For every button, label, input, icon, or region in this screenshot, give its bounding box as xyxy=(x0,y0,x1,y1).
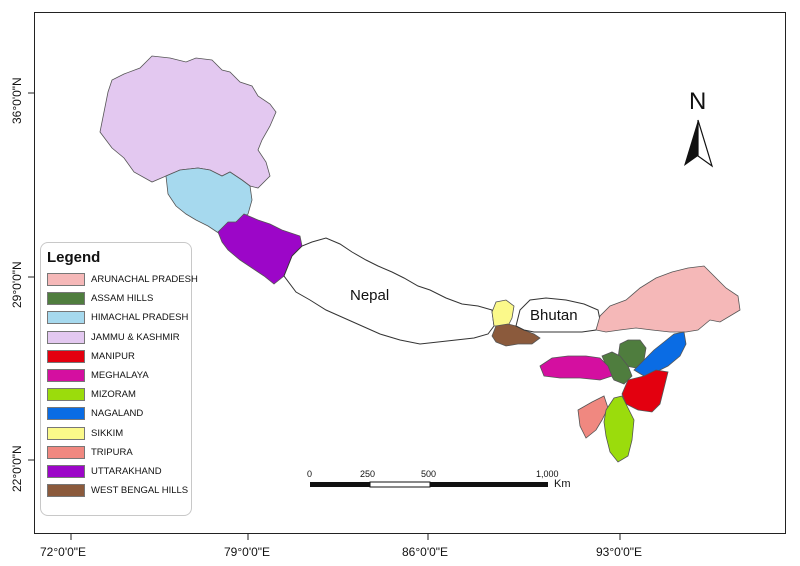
legend-swatch xyxy=(47,311,85,325)
legend-swatch xyxy=(47,330,85,344)
north-arrow-icon xyxy=(684,119,714,168)
legend-item: UTTARAKHAND xyxy=(47,462,191,481)
legend-swatch xyxy=(47,273,85,287)
legend-item: NAGALAND xyxy=(47,404,191,423)
legend-item: ARUNACHAL PRADESH xyxy=(47,270,198,289)
lon-label-93: 93°0'0"E xyxy=(596,545,643,559)
region-sikkim xyxy=(491,299,515,327)
legend-item: TRIPURA xyxy=(47,443,191,462)
region-meghalaya xyxy=(539,355,613,381)
region-himachal-pradesh xyxy=(165,167,253,235)
legend-swatch xyxy=(47,292,85,306)
scale-tick-0: 0 xyxy=(307,469,313,479)
lon-label-72: 72°0'0"E xyxy=(40,545,87,559)
north-label: N xyxy=(689,88,707,115)
legend-item: WEST BENGAL HILLS xyxy=(47,481,191,500)
legend-label: NAGALAND xyxy=(91,408,144,420)
region-arunachal-pradesh xyxy=(595,265,741,333)
country-label-nepal: Nepal xyxy=(350,287,390,304)
scale-tick-250: 250 xyxy=(360,469,376,479)
scale-bar xyxy=(310,481,548,488)
legend-swatch xyxy=(47,407,85,421)
lon-label-79: 79°0'0"E xyxy=(224,545,271,559)
region-west-bengal-hills xyxy=(491,323,541,347)
scale-tick-500: 500 xyxy=(421,469,437,479)
legend-label: MIZORAM xyxy=(91,389,136,401)
legend-item: ASSAM HILLS xyxy=(47,289,191,308)
legend-swatch xyxy=(47,388,85,402)
legend-swatch xyxy=(47,369,85,383)
scale-tick-1000: 1,000 xyxy=(536,469,559,479)
legend-label: MEGHALAYA xyxy=(91,370,149,382)
legend-title: Legend xyxy=(47,249,101,266)
legend-label: SIKKIM xyxy=(91,427,124,439)
lat-label-29: 29°0'0"N xyxy=(10,261,24,308)
country-label-bhutan: Bhutan xyxy=(530,307,578,324)
region-jammu-kashmir xyxy=(99,55,277,189)
legend-label: TRIPURA xyxy=(91,446,133,458)
legend: Legend ARUNACHAL PRADESH ASSAM HILLS HIMAC… xyxy=(40,242,198,516)
legend-item: HIMACHAL PRADESH xyxy=(47,308,191,327)
legend-label: JAMMU & KASHMIR xyxy=(91,331,180,343)
legend-label: MANIPUR xyxy=(91,350,135,362)
legend-swatch xyxy=(47,445,85,459)
legend-item: SIKKIM xyxy=(47,424,191,443)
legend-label: ASSAM HILLS xyxy=(91,293,154,305)
legend-label: ARUNACHAL PRADESH xyxy=(91,274,198,286)
legend-swatch xyxy=(47,464,85,478)
legend-item: MANIPUR xyxy=(47,347,191,366)
legend-swatch xyxy=(47,484,85,498)
legend-list: ARUNACHAL PRADESH ASSAM HILLS HIMACHAL PRA… xyxy=(47,270,198,500)
legend-item: MIZORAM xyxy=(47,385,191,404)
region-mizoram xyxy=(603,395,635,463)
lon-label-86: 86°0'0"E xyxy=(402,545,449,559)
region-tripura xyxy=(577,395,609,439)
region-nepal xyxy=(283,237,495,345)
scale-unit: Km xyxy=(554,478,571,490)
legend-item: JAMMU & KASHMIR xyxy=(47,328,191,347)
lat-label-22: 22°0'0"N xyxy=(10,445,24,492)
legend-label: UTTARAKHAND xyxy=(91,465,162,477)
legend-swatch xyxy=(47,349,85,363)
legend-label: WEST BENGAL HILLS xyxy=(91,485,189,497)
lat-label-36: 36°0'0"N xyxy=(10,77,24,124)
legend-swatch xyxy=(47,426,85,440)
legend-item: MEGHALAYA xyxy=(47,366,191,385)
legend-label: HIMACHAL PRADESH xyxy=(91,312,189,324)
